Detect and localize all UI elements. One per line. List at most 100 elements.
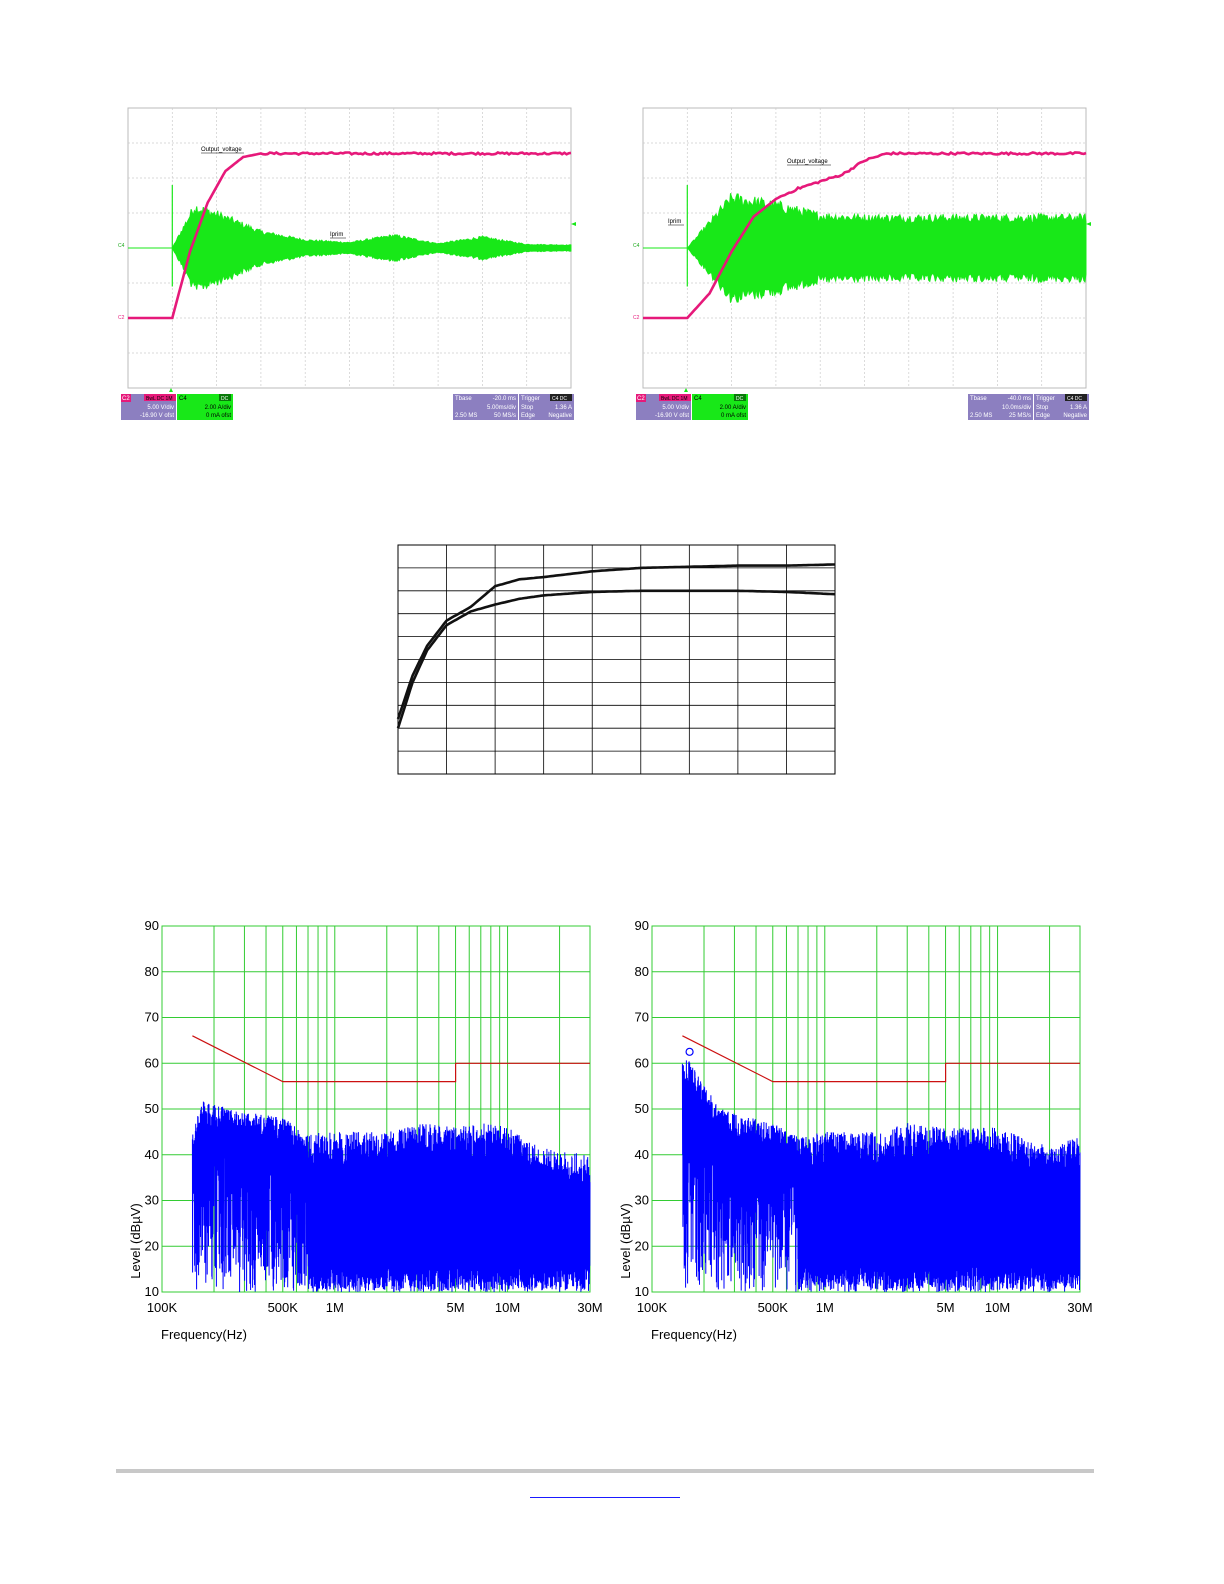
trigger-mode: Stop xyxy=(1036,405,1049,411)
emi-xtick-label: 10M xyxy=(495,1300,520,1315)
emi-ytick-label: 50 xyxy=(635,1101,649,1116)
emi-xtick-label: 5M xyxy=(447,1300,465,1315)
trigger-slope: Negative xyxy=(548,413,572,419)
trigger-label: Trigger xyxy=(521,396,540,402)
efficiency-plot xyxy=(396,543,838,782)
c4-name: C4 xyxy=(179,396,187,402)
tbase-rate2: 25 MS/s xyxy=(1009,413,1031,419)
emi-limit-line xyxy=(682,1035,1080,1083)
c2-marker: C2 xyxy=(633,315,640,321)
info-bar: C2 BwL DC 1M 5.00 V/div -16.90 V ofst C4… xyxy=(121,394,574,420)
tbase-value: -20.0 ms xyxy=(493,396,516,402)
emi-xtick-label: 100K xyxy=(147,1300,178,1315)
trigger-type: Edge xyxy=(521,413,536,419)
trigger-time-arrow xyxy=(169,388,173,392)
emi-limit-line xyxy=(192,1035,590,1083)
c2-vdiv: 5.00 V/div xyxy=(662,405,689,411)
emi-measurement-trace xyxy=(191,1101,591,1293)
emi-xtick-label: 1M xyxy=(816,1300,834,1315)
c2-badge: BwL DC 1M xyxy=(661,396,688,402)
c2-offset: -16.90 V ofst xyxy=(140,413,174,419)
c2-vdiv: 5.00 V/div xyxy=(147,405,174,411)
trigger-level: 1.36 A xyxy=(555,405,572,411)
emi-left: 90 80 70 60 50 40 30 20 10 100K 500K 1M 5M 10M 30M Le… xyxy=(125,905,605,1355)
emi-ytick-label: 40 xyxy=(145,1147,159,1162)
footer-rule xyxy=(116,1469,1094,1473)
emi-ytick-label: 50 xyxy=(145,1101,159,1116)
output-voltage-trace xyxy=(643,151,1087,320)
scope-left: Output_voltage Iprim C4 C2 C2 BwL DC 1M … xyxy=(118,105,578,423)
emi-right: 90 80 70 60 50 40 30 20 10 100K 500K 1M 5M 10M 30M Le… xyxy=(615,905,1095,1355)
trigger-time-arrow xyxy=(684,388,688,392)
emi-xtick-label: 500K xyxy=(758,1300,789,1315)
c4-name: C4 xyxy=(694,396,702,402)
emi-left-plot: 90 80 70 60 50 40 30 20 10 100K 500K 1M 5M 10M 30M Le… xyxy=(128,918,603,1342)
c4-marker: C4 xyxy=(118,243,125,249)
c4-offset: 0 mA ofst xyxy=(721,413,746,419)
output-voltage-label: Output_voltage xyxy=(201,147,242,153)
eff-curve-2 xyxy=(396,589,836,729)
emi-right-plot: 90 80 70 60 50 40 30 20 10 100K 500K 1M 5M 10M 30M Le… xyxy=(618,918,1093,1342)
c4-badge: DC xyxy=(736,396,744,402)
emi-measurement-trace xyxy=(681,1060,1081,1293)
x-axis-label: Frequency(Hz) xyxy=(161,1327,247,1342)
output-voltage-label: Output_voltage xyxy=(787,159,828,165)
emi-ytick-label: 30 xyxy=(145,1193,159,1208)
scope-right-plot: Output_voltage Iprim C4 C2 C2 BwL DC 1M … xyxy=(633,107,1091,420)
emi-ytick-label: 60 xyxy=(635,1055,649,1070)
c4-adiv: 2.00 A/div xyxy=(205,405,231,411)
emi-xtick-label: 30M xyxy=(1067,1300,1092,1315)
trigger-type: Edge xyxy=(1036,413,1051,419)
iprim-label: Iprim xyxy=(668,219,681,225)
emi-xtick-label: 10M xyxy=(985,1300,1010,1315)
c4-badge: DC xyxy=(221,396,229,402)
scope-left-plot: Output_voltage Iprim C4 C2 C2 BwL DC 1M … xyxy=(118,107,576,420)
emi-ytick-label: 10 xyxy=(635,1284,649,1299)
trigger-level-arrow xyxy=(571,222,576,226)
trigger-level: 1.36 A xyxy=(1070,405,1087,411)
tbase-label: Tbase xyxy=(455,396,472,402)
emi-xtick-label: 1M xyxy=(326,1300,344,1315)
c2-offset: -16.90 V ofst xyxy=(655,413,689,419)
emi-ytick-label: 20 xyxy=(635,1238,649,1253)
eff-curve-1 xyxy=(396,563,835,720)
trigger-badge: C4 DC xyxy=(1067,396,1082,402)
c2-badge: BwL DC 1M xyxy=(146,396,173,402)
c4-adiv: 2.00 A/div xyxy=(720,405,746,411)
tbase-rate1: 2.50 MS xyxy=(970,413,992,419)
c2-name: C2 xyxy=(122,396,130,402)
footer-link[interactable] xyxy=(530,1483,680,1498)
y-axis-label: Level (dBµV) xyxy=(618,1203,633,1278)
c2-marker: C2 xyxy=(118,315,125,321)
emi-peak-marker xyxy=(685,1047,694,1056)
iprim-label: Iprim xyxy=(330,232,343,238)
emi-xtick-label: 5M xyxy=(937,1300,955,1315)
emi-ytick-label: 70 xyxy=(635,1010,649,1025)
emi-xtick-label: 30M xyxy=(577,1300,602,1315)
trigger-level-arrow xyxy=(1086,222,1091,226)
scope-right: Output_voltage Iprim C4 C2 C2 BwL DC 1M … xyxy=(633,105,1093,423)
y-axis-label: Level (dBµV) xyxy=(128,1203,143,1278)
iprim-trace xyxy=(128,206,572,290)
tbase-rate2: 50 MS/s xyxy=(494,413,516,419)
trigger-mode: Stop xyxy=(521,405,534,411)
emi-xtick-label: 100K xyxy=(637,1300,668,1315)
emi-ytick-label: 60 xyxy=(145,1055,159,1070)
c2-name: C2 xyxy=(637,396,645,402)
emi-ytick-label: 20 xyxy=(145,1238,159,1253)
emi-xtick-label: 500K xyxy=(268,1300,299,1315)
efficiency-plot-svg xyxy=(396,544,836,775)
info-bar: C2 BwL DC 1M 5.00 V/div -16.90 V ofst C4… xyxy=(636,394,1089,420)
emi-ytick-label: 40 xyxy=(635,1147,649,1162)
iprim-trace xyxy=(643,193,1087,303)
emi-ytick-label: 90 xyxy=(145,918,159,933)
tbase-label: Tbase xyxy=(970,396,987,402)
trigger-slope: Negative xyxy=(1063,413,1087,419)
x-axis-label: Frequency(Hz) xyxy=(651,1327,737,1342)
emi-ytick-label: 10 xyxy=(145,1284,159,1299)
trigger-label: Trigger xyxy=(1036,396,1055,402)
emi-ytick-label: 70 xyxy=(145,1010,159,1025)
trigger-badge: C4 DC xyxy=(552,396,567,402)
tbase-div: 10.0ms/div xyxy=(1002,405,1031,411)
emi-ytick-label: 30 xyxy=(635,1193,649,1208)
